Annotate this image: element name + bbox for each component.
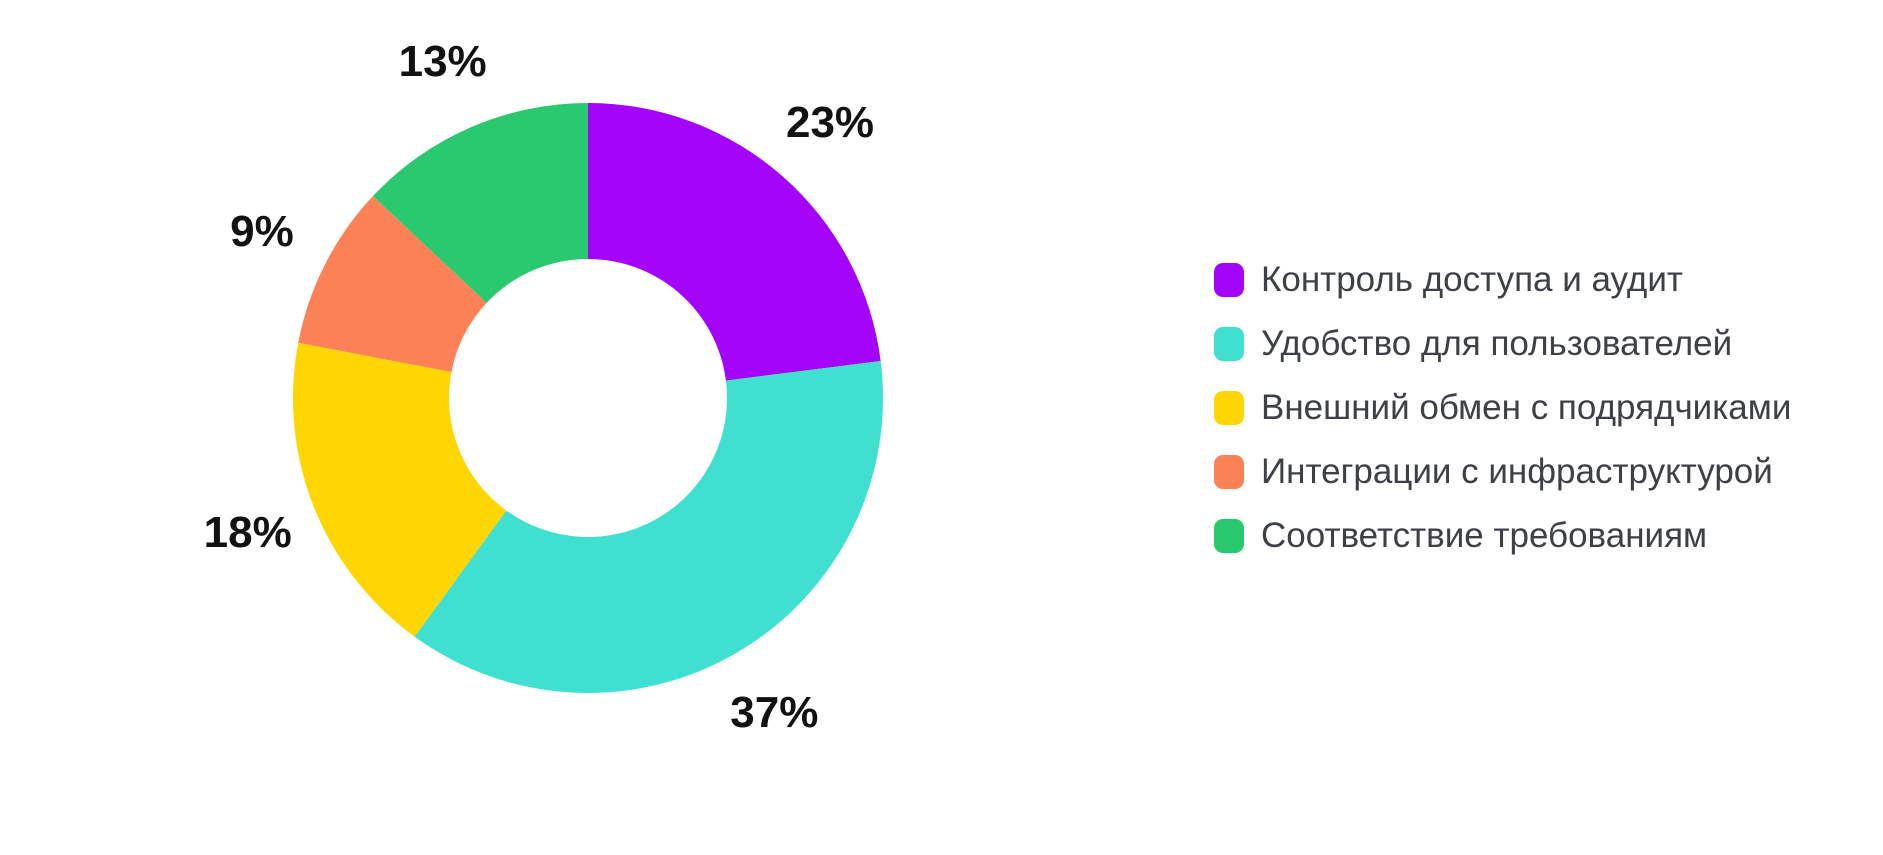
slice-label-2: 37% <box>730 688 819 738</box>
legend-label: Соответствие требованиям <box>1261 516 1708 555</box>
legend-swatch <box>1214 327 1244 361</box>
legend-label: Контроль доступа и аудит <box>1261 260 1683 299</box>
legend-label: Внешний обмен с подрядчиками <box>1261 388 1792 427</box>
slice-label-5: 13% <box>398 37 487 87</box>
legend-item: Внешний обмен с подрядчиками <box>1214 390 1791 426</box>
donut-slice-2 <box>414 361 883 693</box>
donut-slice-3 <box>293 342 507 637</box>
legend-label: Удобство для пользователей <box>1261 324 1733 363</box>
legend-swatch <box>1214 519 1244 553</box>
legend-swatch <box>1214 263 1244 297</box>
slice-label-4: 9% <box>230 206 294 256</box>
donut-chart <box>293 103 883 693</box>
legend-item: Удобство для пользователей <box>1214 326 1791 362</box>
slice-label-3: 18% <box>203 507 292 557</box>
legend-item: Контроль доступа и аудит <box>1214 262 1791 298</box>
slice-label-1: 23% <box>785 98 875 148</box>
donut-slice-5 <box>372 103 588 303</box>
legend-swatch <box>1214 391 1244 425</box>
legend-item: Соответствие требованиям <box>1214 518 1791 554</box>
legend-label: Интеграции с инфраструктурой <box>1261 452 1773 491</box>
donut-slice-1 <box>588 103 881 381</box>
donut-slice-4 <box>298 196 487 372</box>
legend-swatch <box>1214 455 1244 489</box>
legend-item: Интеграции с инфраструктурой <box>1214 454 1791 490</box>
legend: Контроль доступа и аудит Удобство для по… <box>1214 262 1791 554</box>
